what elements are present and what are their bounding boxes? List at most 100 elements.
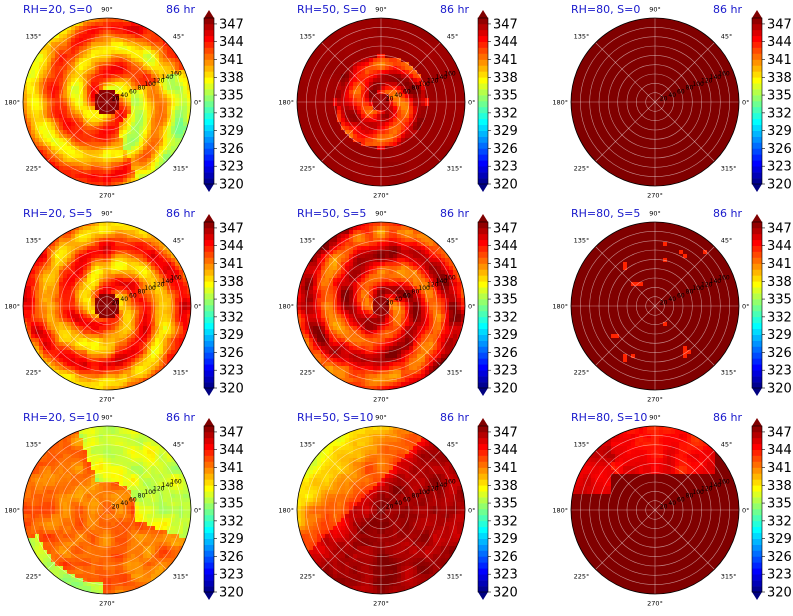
heatmap-cell	[671, 146, 675, 150]
heatmap-cell	[75, 38, 79, 42]
heatmap-cell	[603, 162, 607, 166]
heatmap-cell	[385, 150, 389, 154]
heatmap-cell	[663, 150, 667, 154]
heatmap-cell	[357, 126, 361, 130]
heatmap-cell	[67, 234, 71, 238]
heatmap-cell	[365, 170, 369, 174]
heatmap-cell	[309, 82, 313, 86]
heatmap-cell	[309, 90, 313, 94]
heatmap-cell	[381, 158, 385, 162]
heatmap-cell	[83, 158, 87, 162]
heatmap-cell	[361, 102, 365, 106]
heatmap-cell	[23, 70, 27, 74]
heatmap-cell	[179, 86, 183, 90]
heatmap-cell	[337, 46, 341, 50]
heatmap-cell	[75, 42, 79, 46]
heatmap-cell	[385, 22, 389, 26]
heatmap-cell	[31, 70, 35, 74]
colorbar-bin	[204, 143, 214, 149]
heatmap-cell	[155, 102, 159, 106]
heatmap-cell	[373, 114, 377, 118]
heatmap-cell	[151, 46, 155, 50]
heatmap-cell	[127, 22, 131, 26]
heatmap-cell	[675, 42, 679, 46]
heatmap-cell	[711, 58, 715, 62]
heatmap-cell	[75, 90, 79, 94]
heatmap-cell	[63, 90, 67, 94]
heatmap-cell	[639, 118, 643, 122]
heatmap-cell	[51, 130, 55, 134]
heatmap-cell	[71, 78, 75, 82]
heatmap-cell	[457, 94, 461, 98]
heatmap-cell	[79, 34, 83, 38]
heatmap-cell	[369, 170, 373, 174]
colorbar-bin	[752, 77, 762, 83]
heatmap-cell	[683, 106, 687, 110]
heatmap-cell	[663, 158, 667, 162]
heatmap-cell	[393, 134, 397, 138]
heatmap-cell	[43, 70, 47, 74]
heatmap-cell	[405, 26, 409, 30]
heatmap-cell	[457, 122, 461, 126]
colorbar-bin	[752, 172, 762, 178]
heatmap-cell	[107, 222, 111, 226]
heatmap-cell	[183, 110, 187, 114]
heatmap-cell	[675, 106, 679, 110]
heatmap-cell	[155, 130, 159, 134]
heatmap-cell	[671, 30, 675, 34]
heatmap-cell	[583, 118, 587, 122]
heatmap-cell	[341, 102, 345, 106]
heatmap-cell	[445, 58, 449, 62]
heatmap-cell	[623, 90, 627, 94]
heatmap-cell	[333, 150, 337, 154]
heatmap-cell	[115, 150, 119, 154]
heatmap-cell	[135, 250, 139, 254]
heatmap-cell	[147, 74, 151, 78]
heatmap-cell	[51, 66, 55, 70]
heatmap-cell	[309, 106, 313, 110]
heatmap-cell	[305, 70, 309, 74]
heatmap-cell	[603, 38, 607, 42]
heatmap-cell	[99, 70, 103, 74]
heatmap-cell	[131, 82, 135, 86]
heatmap-cell	[619, 122, 623, 126]
heatmap-cell	[63, 46, 67, 50]
angle-tick-label: 135°	[26, 33, 42, 41]
heatmap-cell	[87, 166, 91, 170]
heatmap-cell	[445, 86, 449, 90]
heatmap-cell	[393, 102, 397, 106]
polar-panel: 204060801001201401600°45°90°135°180°225°…	[278, 6, 475, 200]
heatmap-cell	[647, 162, 651, 166]
heatmap-cell	[345, 26, 349, 30]
heatmap-cell	[99, 230, 103, 234]
heatmap-cell	[571, 130, 575, 134]
heatmap-cell	[317, 42, 321, 46]
heatmap-cell	[639, 94, 643, 98]
heatmap-cell	[91, 138, 95, 142]
heatmap-cell	[663, 78, 667, 82]
heatmap-cell	[579, 146, 583, 150]
heatmap-cell	[143, 234, 147, 238]
heatmap-cell	[83, 246, 87, 250]
heatmap-cell	[139, 138, 143, 142]
heatmap-cell	[575, 114, 579, 118]
angle-tick-label: 45°	[721, 33, 733, 41]
heatmap-cell	[615, 178, 619, 182]
heatmap-cell	[79, 54, 83, 58]
heatmap-cell	[183, 114, 187, 118]
heatmap-cell	[413, 150, 417, 154]
heatmap-cell	[687, 122, 691, 126]
heatmap-cell	[59, 34, 63, 38]
heatmap-cell	[579, 94, 583, 98]
heatmap-cell	[429, 54, 433, 58]
heatmap-cell	[329, 162, 333, 166]
heatmap-cell	[345, 74, 349, 78]
heatmap-cell	[635, 70, 639, 74]
heatmap-cell	[647, 42, 651, 46]
colorbar-bin	[478, 60, 488, 66]
heatmap-cell	[79, 250, 83, 254]
heatmap-cell	[305, 122, 309, 126]
colorbar-tick-label: 329	[493, 124, 518, 139]
colorbar-bin	[752, 54, 762, 60]
heatmap-cell	[445, 82, 449, 86]
